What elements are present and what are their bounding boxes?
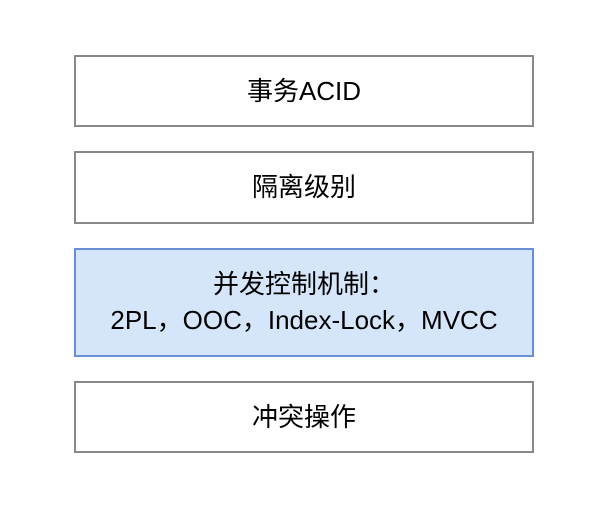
layer-box-acid: 事务ACID: [74, 55, 534, 127]
layer-label: 并发控制机制： 2PL，OOC，Index-Lock，MVCC: [110, 266, 497, 339]
layer-label: 隔离级别: [252, 169, 356, 205]
layer-box-isolation: 隔离级别: [74, 151, 534, 223]
layer-label: 事务ACID: [247, 73, 361, 109]
layer-label: 冲突操作: [252, 399, 356, 435]
layer-box-conflict: 冲突操作: [74, 381, 534, 453]
layer-box-concurrency: 并发控制机制： 2PL，OOC，Index-Lock，MVCC: [74, 248, 534, 357]
